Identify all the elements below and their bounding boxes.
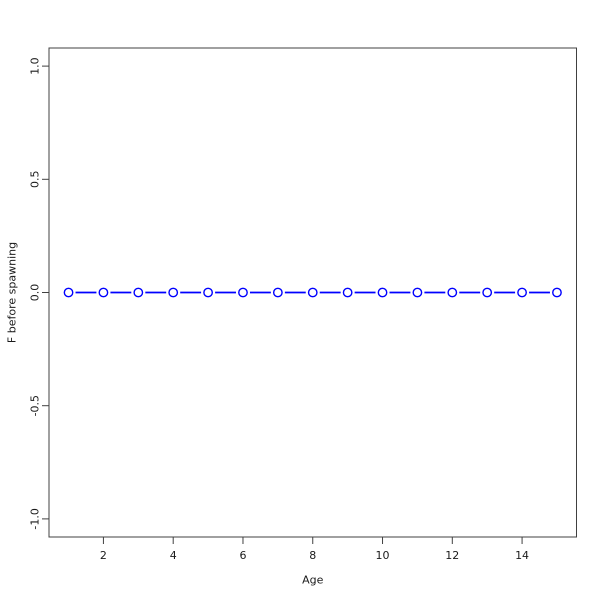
y-tick-label: 1.0	[29, 57, 42, 75]
y-tick-label: -1.0	[29, 508, 42, 529]
data-point-marker	[63, 287, 74, 298]
data-point-marker	[168, 287, 179, 298]
x-axis-ticks: 2 4 6 8 10 12 14	[100, 537, 529, 562]
y-tick-label: -0.5	[29, 395, 42, 416]
x-tick-label: 2	[100, 549, 107, 562]
data-point-marker	[133, 287, 144, 298]
data-point-marker	[238, 287, 248, 298]
data-point-marker	[307, 287, 318, 298]
data-point-marker	[482, 287, 493, 298]
x-axis-label: Age	[302, 574, 324, 587]
data-point-marker	[203, 287, 213, 298]
x-tick-label: 12	[445, 549, 459, 562]
data-point-marker	[447, 287, 458, 298]
x-tick-label: 4	[170, 549, 177, 562]
data-point-marker	[342, 287, 353, 298]
x-tick-label: 6	[239, 549, 246, 562]
data-point-marker	[272, 287, 283, 298]
data-series	[63, 287, 562, 298]
y-tick-label: 0.5	[29, 171, 42, 189]
x-tick-label: 8	[309, 549, 316, 562]
x-tick-label: 10	[376, 549, 390, 562]
data-point-marker	[412, 287, 423, 298]
data-point-marker	[517, 287, 527, 298]
y-axis-ticks: -1.0 -0.5 0.0 0.5 1.0	[29, 57, 49, 530]
data-point-marker	[552, 287, 562, 298]
data-point-marker	[98, 287, 109, 298]
y-tick-label: 0.0	[29, 284, 42, 302]
x-tick-label: 14	[515, 549, 529, 562]
data-point-marker	[377, 287, 388, 298]
y-axis-label: F before spawning	[6, 242, 19, 343]
